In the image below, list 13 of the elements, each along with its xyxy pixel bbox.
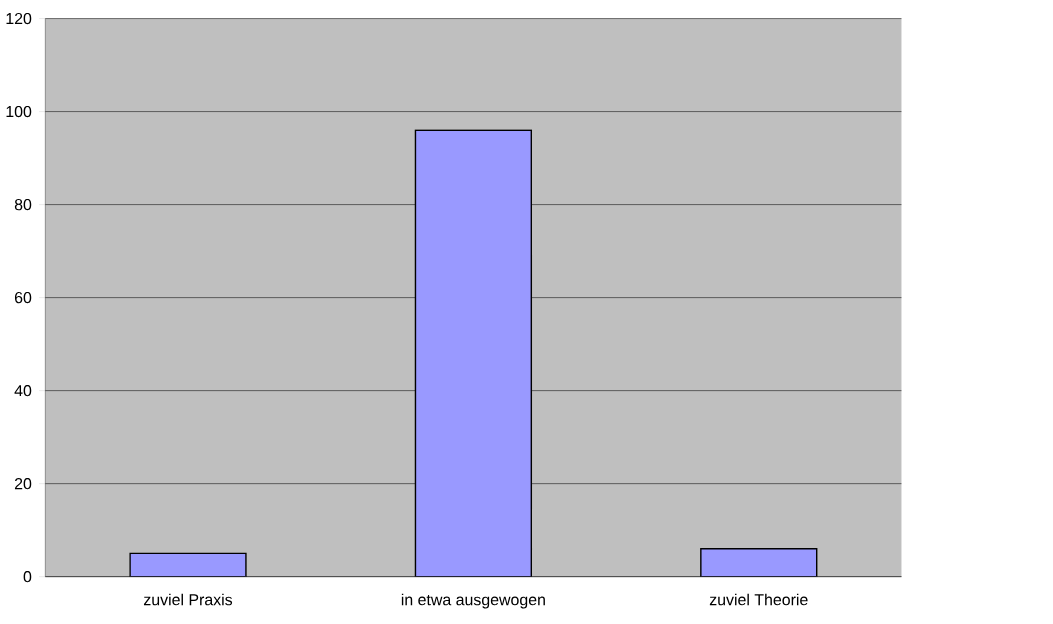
y-tick-label: 100 (6, 105, 32, 118)
x-tick-label: in etwa ausgewogen (401, 593, 545, 609)
y-tick-label: 60 (14, 291, 32, 304)
y-tick-label: 40 (14, 384, 32, 397)
bar (129, 552, 247, 577)
bar (700, 547, 818, 577)
y-tick-label: 0 (23, 570, 32, 583)
x-tick-label: zuviel Theorie (709, 593, 808, 606)
y-tick-label: 80 (14, 198, 32, 211)
x-tick-label: zuviel Praxis (143, 593, 233, 606)
y-tick-label: 120 (6, 12, 32, 24)
y-tick-label: 20 (14, 477, 32, 490)
bar (414, 129, 533, 577)
